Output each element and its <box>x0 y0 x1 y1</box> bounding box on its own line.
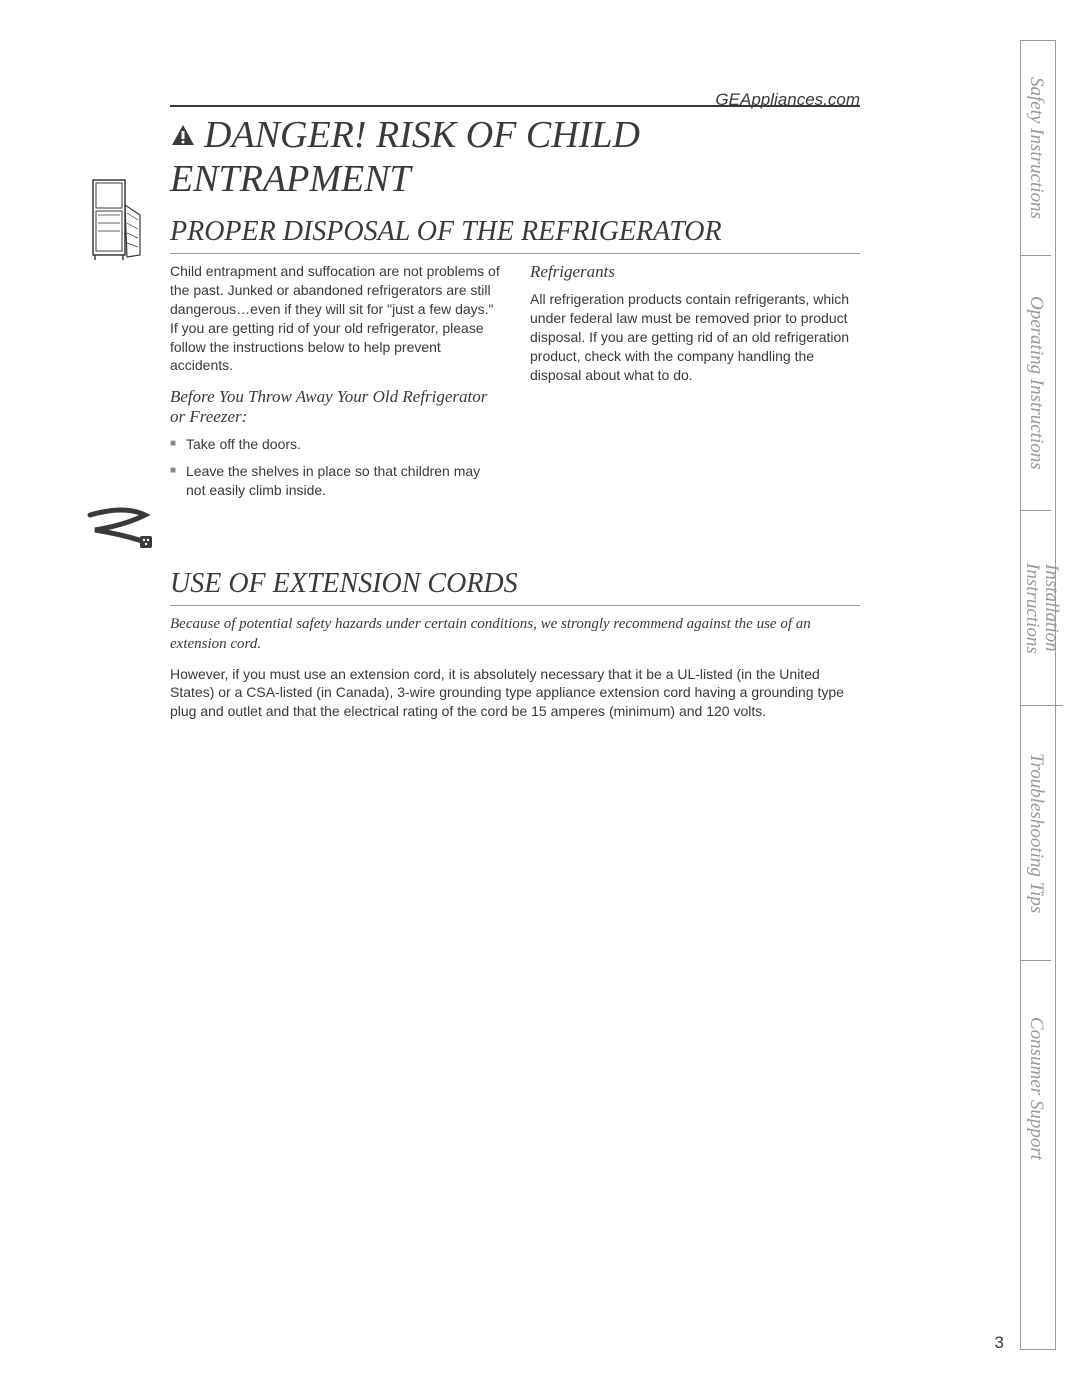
emphasis-text: Because of potential safety hazards unde… <box>170 614 860 655</box>
tab-troubleshooting[interactable]: Troubleshooting Tips <box>1021 706 1051 961</box>
tab-installation-label: InstallationInstructions <box>1023 563 1061 654</box>
refrigerants-text: All refrigeration products contain refri… <box>530 290 860 384</box>
tab-installation[interactable]: InstallationInstructions <box>1021 511 1063 706</box>
tab-operating[interactable]: Operating Instructions <box>1021 256 1051 511</box>
side-tabs: Safety Instructions Operating Instructio… <box>1020 40 1056 1350</box>
subheading-before: Before You Throw Away Your Old Refrigera… <box>170 387 500 427</box>
tab-safety[interactable]: Safety Instructions <box>1021 41 1051 256</box>
bullet-item: Take off the doors. <box>170 435 500 454</box>
section2: USE OF EXTENSION CORDS Because of potent… <box>85 568 860 721</box>
main-content: DANGER! RISK OF CHILD ENTRAPMENT PROPER … <box>85 105 860 733</box>
tab-consumer[interactable]: Consumer Support <box>1021 961 1051 1216</box>
bullet-item: Leave the shelves in place so that child… <box>170 462 500 500</box>
warning-icon <box>170 123 196 147</box>
section2-body-text: However, if you must use an extension co… <box>170 665 860 722</box>
column-left: Child entrapment and suffocation are not… <box>170 262 500 508</box>
intro-text: Child entrapment and suffocation are not… <box>170 262 500 375</box>
section1-title: PROPER DISPOSAL OF THE REFRIGERATOR <box>170 216 860 254</box>
extension-cord-icon <box>85 500 155 560</box>
refrigerator-icon <box>85 175 155 275</box>
page-number: 3 <box>995 1333 1004 1353</box>
column-right: Refrigerants All refrigeration products … <box>530 262 860 508</box>
section1-body: Child entrapment and suffocation are not… <box>170 262 860 508</box>
section2-body: Because of potential safety hazards unde… <box>170 614 860 721</box>
main-title: DANGER! RISK OF CHILD ENTRAPMENT <box>170 105 860 201</box>
subheading-refrigerants: Refrigerants <box>530 262 860 282</box>
main-title-text: DANGER! RISK OF CHILD ENTRAPMENT <box>170 114 640 200</box>
section2-title: USE OF EXTENSION CORDS <box>170 568 860 606</box>
